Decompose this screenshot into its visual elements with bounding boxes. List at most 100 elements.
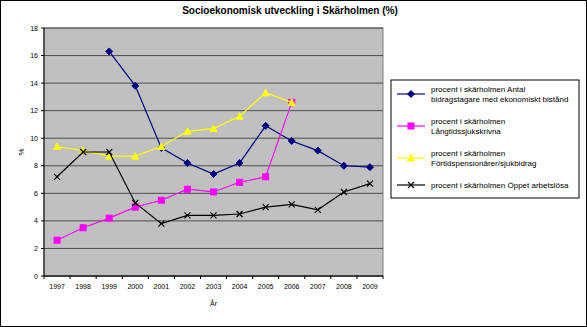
legend-line: procent i skärholmen Öppet arbetslösa bbox=[431, 181, 569, 190]
data-point bbox=[54, 237, 60, 243]
grid-line bbox=[44, 110, 383, 111]
y-tick-label: 14 bbox=[30, 80, 38, 87]
chart: Socioekonomisk utveckling i Skärholmen (… bbox=[0, 0, 587, 327]
data-point bbox=[340, 162, 347, 169]
data-point bbox=[184, 160, 191, 167]
x-tick bbox=[174, 276, 175, 279]
legend-marker bbox=[408, 123, 414, 129]
x-tick bbox=[278, 276, 279, 279]
y-tick-label: 0 bbox=[34, 273, 38, 280]
series-line bbox=[109, 51, 370, 174]
legend-line: Långtidssjukskrivna bbox=[431, 127, 501, 136]
data-point bbox=[236, 160, 243, 167]
x-tick bbox=[330, 276, 331, 279]
data-point bbox=[158, 197, 164, 203]
x-tick bbox=[148, 276, 149, 279]
legend-line: procent i skärholmen bbox=[431, 149, 505, 158]
data-point bbox=[54, 174, 60, 180]
y-tick-label: 12 bbox=[30, 107, 38, 114]
y-axis bbox=[44, 28, 45, 276]
grid-line bbox=[44, 276, 383, 277]
x-tick-label: 2000 bbox=[127, 283, 143, 290]
data-point bbox=[211, 212, 217, 218]
legend-marker bbox=[408, 155, 415, 162]
data-point bbox=[315, 207, 321, 213]
x-tick-label: 2001 bbox=[154, 283, 170, 290]
data-point bbox=[210, 171, 217, 178]
data-point bbox=[237, 179, 243, 185]
x-tick bbox=[356, 276, 357, 279]
x-tick-label: 1997 bbox=[49, 283, 65, 290]
data-point bbox=[262, 89, 269, 96]
data-point bbox=[262, 122, 269, 129]
grid-line bbox=[44, 55, 383, 56]
y-tick-label: 18 bbox=[30, 25, 38, 32]
data-point bbox=[106, 149, 112, 155]
x-tick-label: 2007 bbox=[310, 283, 326, 290]
data-point bbox=[289, 201, 295, 207]
y-tick-label: 4 bbox=[34, 217, 38, 224]
x-axis-label: År bbox=[210, 299, 218, 307]
x-tick-label: 2005 bbox=[258, 283, 274, 290]
data-point bbox=[237, 211, 243, 217]
grid-line bbox=[44, 248, 383, 249]
x-tick bbox=[304, 276, 305, 279]
legend-box bbox=[391, 80, 579, 198]
grid-line bbox=[44, 138, 383, 139]
data-point bbox=[341, 189, 347, 195]
data-point bbox=[80, 225, 86, 231]
legend-label: procent i skärholmen Antalbidragstagare … bbox=[431, 85, 568, 104]
y-tick-label: 2 bbox=[34, 245, 38, 252]
legend-marker bbox=[408, 91, 415, 98]
data-point bbox=[366, 164, 373, 171]
y-tick-label: 16 bbox=[30, 52, 38, 59]
y-tick-label: 6 bbox=[34, 190, 38, 197]
data-point bbox=[158, 221, 164, 227]
data-point bbox=[288, 137, 295, 144]
y-axis-label: % bbox=[17, 148, 26, 155]
chart-frame bbox=[1, 1, 587, 327]
legend-label: procent i skärholmenFörtidspensionärer/s… bbox=[431, 149, 536, 168]
y-tick-label: 8 bbox=[34, 162, 38, 169]
y-tick-label: 10 bbox=[30, 135, 38, 142]
data-point bbox=[263, 174, 269, 180]
data-point bbox=[314, 147, 321, 154]
x-tick bbox=[226, 276, 227, 279]
x-tick-label: 2002 bbox=[180, 283, 196, 290]
legend-line: bidragstagare med ekonomiskt bistånd bbox=[431, 95, 568, 104]
legend: procent i skärholmen Antalbidragstagare … bbox=[391, 80, 579, 198]
legend-line: Förtidspensionärer/sjukbidrag bbox=[431, 159, 536, 168]
data-point bbox=[158, 143, 165, 150]
data-point bbox=[289, 99, 295, 105]
data-point bbox=[263, 204, 269, 210]
data-point bbox=[367, 181, 373, 187]
legend-line: procent i skärholmen Antal bbox=[431, 85, 525, 94]
grid-line bbox=[44, 28, 383, 29]
legend-label: procent i skärholmenLångtidssjukskrivna bbox=[431, 117, 505, 136]
x-tick bbox=[383, 276, 384, 279]
x-tick bbox=[70, 276, 71, 279]
data-point bbox=[211, 189, 217, 195]
data-point bbox=[288, 99, 295, 106]
x-tick-label: 2006 bbox=[284, 283, 300, 290]
data-point bbox=[106, 48, 113, 55]
data-point bbox=[184, 212, 190, 218]
data-point bbox=[132, 153, 139, 160]
grid-line bbox=[44, 165, 383, 166]
legend-line: procent i skärholmen bbox=[431, 117, 505, 126]
x-tick bbox=[252, 276, 253, 279]
x-tick-label: 2004 bbox=[232, 283, 248, 290]
data-point bbox=[184, 186, 190, 192]
x-tick-label: 1999 bbox=[101, 283, 117, 290]
data-point bbox=[106, 215, 112, 221]
series-line bbox=[57, 152, 370, 224]
data-point bbox=[132, 82, 139, 89]
data-point bbox=[184, 128, 191, 134]
plot-area bbox=[44, 28, 383, 276]
legend-label: procent i skärholmen Öppet arbetslösa bbox=[431, 181, 569, 190]
data-point bbox=[132, 200, 138, 206]
x-tick-label: 1998 bbox=[75, 283, 91, 290]
data-point bbox=[236, 113, 243, 120]
x-tick-label: 2003 bbox=[206, 283, 222, 290]
x-tick bbox=[44, 276, 45, 279]
